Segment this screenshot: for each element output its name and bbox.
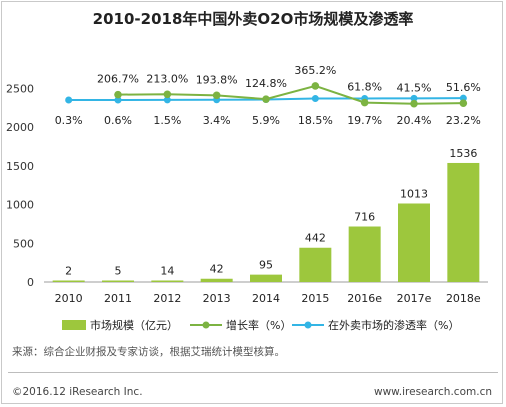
growth-label: 51.6% (446, 81, 481, 94)
growth-point (212, 91, 221, 100)
x-tick-label: 2014 (252, 292, 280, 305)
penetration-label: 5.9% (252, 114, 280, 127)
x-tick-label: 2012 (153, 292, 181, 305)
growth-point (311, 82, 320, 90)
copyright-text: ©2016.12 iResearch Inc. (12, 386, 143, 398)
penetration-label: 18.5% (298, 114, 333, 127)
growth-point (163, 90, 172, 99)
y-tick-label: 0 (27, 276, 34, 289)
bar-value-label: 442 (305, 232, 326, 245)
penetration-label: 19.7% (347, 114, 382, 127)
source-note: 来源：综合企业财报及专家访谈，根据艾瑞统计模型核算。 (12, 346, 285, 358)
penetration-label: 23.2% (446, 114, 481, 127)
growth-label: 124.8% (245, 77, 287, 90)
x-tick-label: 2016e (347, 292, 382, 305)
legend-label-growth: 增长率（%） (226, 318, 291, 332)
y-tick-label: 2000 (6, 121, 34, 134)
legend-label-penetration: 在外卖市场的渗透率（%） (328, 318, 459, 332)
y-tick-label: 2500 (6, 82, 34, 95)
bar-value-label: 95 (259, 259, 273, 272)
x-tick-label: 2015 (301, 292, 329, 305)
bar (151, 280, 184, 282)
bar-value-label: 1013 (400, 187, 428, 200)
bar-value-label: 5 (115, 265, 122, 278)
footer-divider (8, 372, 498, 373)
x-tick-label: 2013 (203, 292, 231, 305)
legend-label-market-size: 市场规模（亿元） (90, 318, 178, 332)
legend-marker-penetration (304, 321, 312, 329)
bar (102, 280, 134, 282)
x-tick-label: 2011 (104, 292, 132, 305)
growth-line (117, 84, 464, 105)
penetration-label: 20.4% (397, 114, 432, 127)
penetration-label: 1.5% (153, 114, 181, 127)
bar-value-label: 1536 (449, 147, 477, 160)
growth-label: 206.7% (97, 73, 139, 86)
x-tick-label: 2018e (446, 292, 481, 305)
growth-label: 61.8% (347, 81, 382, 94)
chart-title: 2010-2018年中国外卖O2O市场规模及渗透率 (92, 10, 414, 28)
bar-value-label: 42 (210, 263, 224, 276)
y-tick-label: 1000 (6, 199, 34, 212)
growth-point (410, 99, 418, 108)
penetration-point (163, 96, 171, 104)
bar (250, 274, 282, 282)
website-text: www.iresearch.com.cn (373, 386, 492, 398)
penetration-label: 0.3% (55, 114, 83, 127)
penetration-label: 0.6% (104, 114, 132, 127)
bar-value-label: 716 (354, 211, 375, 224)
growth-point (360, 98, 369, 107)
bar (447, 162, 480, 282)
bar (52, 280, 85, 282)
growth-point (262, 95, 270, 103)
growth-label: 213.0% (146, 72, 188, 85)
y-tick-label: 500 (13, 237, 34, 250)
bar (200, 278, 233, 282)
x-tick-label: 2010 (55, 292, 83, 305)
bar (348, 226, 381, 282)
bar-value-label: 2 (65, 265, 72, 278)
growth-point (114, 90, 122, 99)
bar-value-label: 14 (160, 265, 174, 278)
growth-label: 365.2% (294, 64, 336, 77)
growth-label: 193.8% (196, 73, 238, 86)
growth-label: 41.5% (397, 82, 432, 95)
penetration-point (114, 96, 122, 104)
penetration-point (410, 94, 418, 102)
x-tick-label: 2017e (397, 292, 432, 305)
y-tick-label: 1500 (6, 160, 34, 173)
penetration-label: 3.4% (203, 114, 231, 127)
bar (299, 247, 332, 282)
bar (398, 203, 430, 282)
legend-swatch-market-size (62, 320, 86, 330)
penetration-point (311, 95, 319, 103)
penetration-point (65, 96, 73, 104)
legend-marker-growth (202, 321, 210, 329)
growth-point (459, 99, 468, 107)
